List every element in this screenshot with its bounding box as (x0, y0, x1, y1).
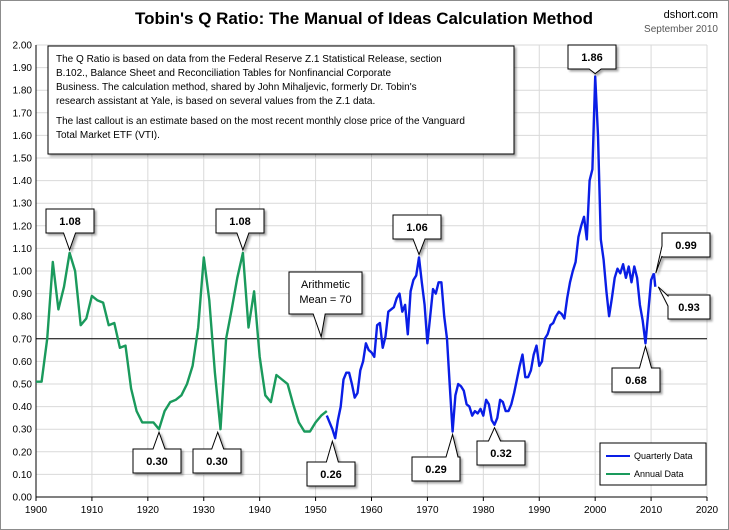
legend-label-annual: Annual Data (634, 469, 684, 479)
y-tick-label: 1.40 (13, 176, 33, 187)
y-tick-label: 0.20 (13, 447, 33, 458)
x-tick-label: 2010 (640, 505, 663, 516)
note-line-6: Total Market ETF (VTI). (56, 130, 160, 141)
x-tick-label: 2020 (696, 505, 719, 516)
y-tick-label: 0.10 (13, 470, 33, 481)
legend-box (599, 442, 707, 486)
x-tick-label: 1930 (193, 505, 216, 516)
note-box-frame (47, 45, 515, 155)
x-tick-label: 2000 (584, 505, 607, 516)
note-line-5: The last callout is an estimate based on… (56, 116, 465, 127)
value-callout (657, 286, 711, 320)
legend-label-quarterly: Quarterly Data (634, 451, 693, 461)
value-callout-label: 1.06 (406, 222, 427, 234)
value-callout (215, 208, 265, 252)
value-callout (611, 344, 661, 393)
value-callout-label: 0.29 (425, 464, 446, 476)
value-callout (132, 430, 182, 474)
value-callout (655, 232, 711, 274)
x-tick-label: 1910 (81, 505, 104, 516)
value-callout-label: 0.93 (678, 302, 699, 314)
x-tick-label: 1960 (360, 505, 383, 516)
y-tick-label: 0.00 (13, 493, 33, 504)
value-callout (567, 44, 617, 75)
y-tick-label: 1.80 (13, 86, 33, 97)
mean-callout (288, 271, 363, 339)
callouts: 1.08 0.30 0.30 1.08 0.26 1.06 0.29 0.32 1.86 0.68… (45, 44, 711, 487)
y-tick-label: 0.40 (13, 402, 33, 413)
value-callout (411, 432, 461, 482)
value-callout-label: 0.30 (146, 456, 167, 468)
y-tick-label: 1.90 (13, 63, 33, 74)
y-tick-label: 1.10 (13, 244, 33, 255)
note-line-2: B.102., Balance Sheet and Reconciliation… (56, 68, 391, 79)
note-line-3: Business. The calculation method, shared… (56, 82, 417, 93)
y-tick-label: 0.30 (13, 425, 33, 436)
axes: 0.00 0.10 0.20 0.30 0.40 0.50 0.60 0.70 0.80 0.90… (13, 41, 719, 517)
quarterly-data-line (325, 75, 656, 440)
x-tick-label: 1990 (528, 505, 551, 516)
date-credit: September 2010 (644, 24, 718, 35)
note-line-1: The Q Ratio is based on data from the Fe… (56, 54, 442, 65)
y-tick-label: 1.60 (13, 131, 33, 142)
y-tick-label: 0.90 (13, 289, 33, 300)
y-tick-label: 1.70 (13, 108, 33, 119)
y-tick-label: 0.80 (13, 312, 33, 323)
chart-title: Tobin's Q Ratio: The Manual of Ideas Cal… (135, 9, 593, 28)
value-callout-label: 0.99 (675, 240, 696, 252)
x-tick-label: 1920 (137, 505, 160, 516)
x-tick-label: 1900 (25, 505, 48, 516)
value-callout-label: 0.26 (320, 469, 341, 481)
value-callout (476, 426, 526, 466)
latest-estimate-line (652, 273, 657, 287)
mean-callout-label: Mean = 70 (299, 294, 351, 306)
source-credit: dshort.com (664, 9, 718, 21)
annual-data-line (36, 251, 328, 433)
x-tick-label: 1980 (472, 505, 495, 516)
series-group (36, 75, 657, 440)
x-tick-label: 1940 (249, 505, 272, 516)
y-tick-label: 0.60 (13, 357, 33, 368)
note-box: The Q Ratio is based on data from the Fe… (47, 45, 515, 155)
x-tick-label: 1950 (304, 505, 327, 516)
value-callout (192, 430, 242, 474)
y-tick-label: 2.00 (13, 41, 33, 52)
y-tick-label: 0.70 (13, 334, 33, 345)
y-tick-label: 1.30 (13, 199, 33, 210)
value-callout (45, 208, 95, 252)
value-callout-label: 1.86 (581, 52, 602, 64)
value-callout-label: 1.08 (59, 216, 80, 228)
value-callout (392, 214, 442, 256)
y-tick-label: 1.50 (13, 154, 33, 165)
value-callout (306, 439, 356, 487)
value-callout-label: 1.08 (229, 216, 250, 228)
y-tick-label: 1.20 (13, 221, 33, 232)
value-callout-label: 0.32 (490, 448, 511, 460)
value-callout-label: 0.68 (625, 375, 646, 387)
value-callout-label: 0.30 (206, 456, 227, 468)
legend: Quarterly Data Annual Data (599, 442, 707, 486)
x-tick-label: 1970 (416, 505, 439, 516)
y-tick-label: 0.50 (13, 380, 33, 391)
y-tick-label: 1.00 (13, 267, 33, 278)
mean-callout-label: Arithmetic (301, 279, 350, 291)
note-line-4: research assistant at Yale, is based on … (56, 96, 375, 107)
